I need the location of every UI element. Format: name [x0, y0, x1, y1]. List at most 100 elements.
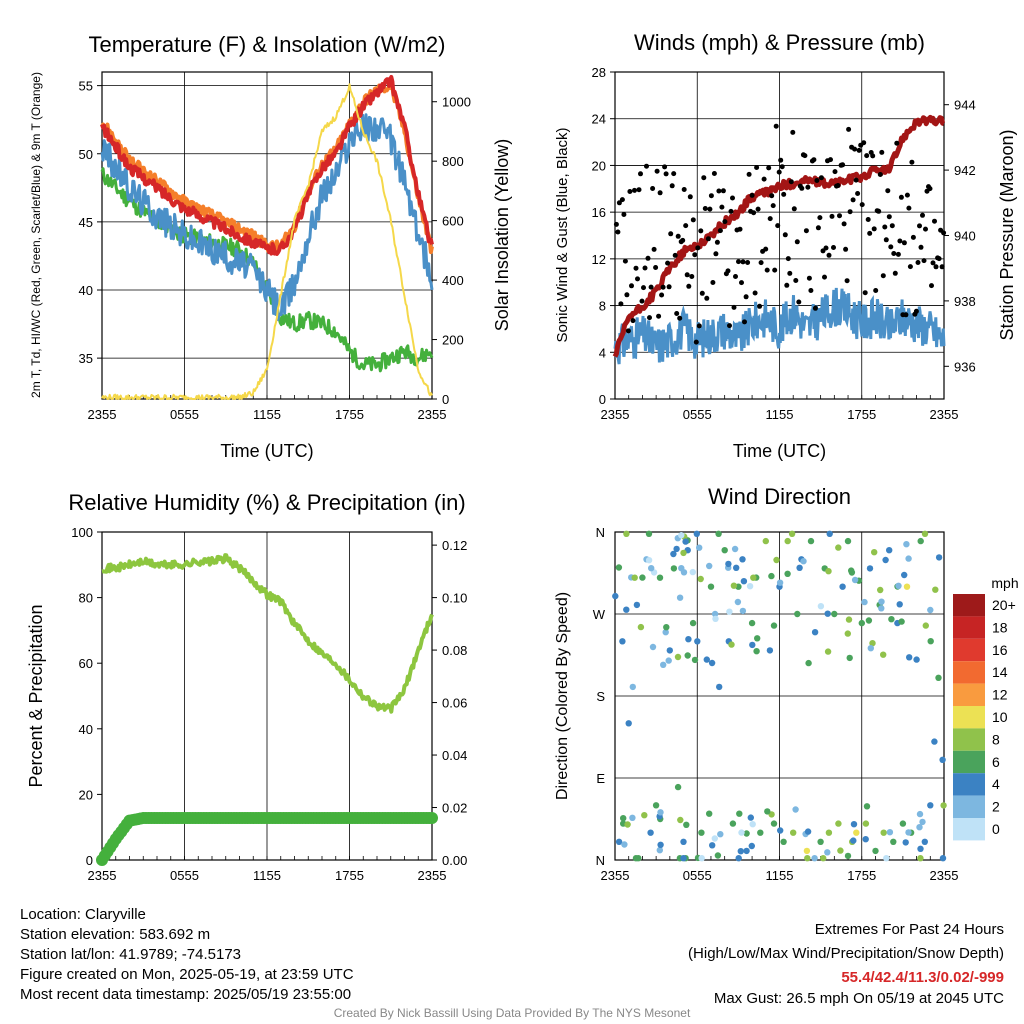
direction-point [913, 656, 920, 663]
direction-point [660, 661, 667, 668]
direction-point [662, 629, 669, 636]
legend-swatch [953, 795, 985, 818]
y2-tick-label: 0.06 [442, 696, 467, 711]
direction-point [746, 583, 754, 590]
gust-point [671, 171, 677, 177]
direction-point [698, 855, 705, 862]
gust-point [787, 270, 793, 276]
legend-label: 8 [992, 731, 1000, 747]
gust-point [638, 171, 643, 177]
direction-point [680, 549, 687, 557]
gust-point [781, 191, 787, 197]
direction-point [835, 544, 842, 551]
direction-point [886, 547, 893, 554]
direction-point [917, 845, 924, 852]
direction-point [623, 530, 630, 537]
gust-point [805, 184, 811, 190]
direction-point [743, 830, 750, 837]
direction-point [825, 829, 833, 836]
y-tick-label: 55 [79, 79, 93, 94]
gust-point [728, 208, 734, 214]
y2-tick-label: 942 [954, 163, 976, 178]
gust-point [615, 229, 621, 235]
direction-point [845, 616, 853, 623]
gust-point [939, 264, 945, 270]
gust-point [832, 169, 838, 175]
direction-point [824, 648, 832, 655]
direction-point [804, 855, 811, 862]
gust-point [707, 206, 713, 212]
y-tick-label: 4 [599, 345, 606, 360]
gust-point [659, 292, 665, 298]
gust-point [758, 260, 764, 266]
gust-point [752, 290, 758, 296]
direction-point [921, 530, 929, 537]
y2-axis-label: Solar Insolation (Yellow) [492, 139, 512, 331]
y-tick-label: 60 [79, 656, 93, 671]
direction-point [888, 616, 895, 623]
x-tick-label: 1155 [253, 868, 281, 883]
gust-point [799, 185, 805, 191]
direction-point [689, 619, 697, 627]
gust-point [651, 246, 657, 252]
direction-point [862, 820, 870, 827]
gust-point [675, 233, 681, 239]
direction-point [871, 549, 878, 556]
gust-point [725, 268, 731, 274]
x-axis-label: Time (UTC) [220, 441, 313, 461]
location-text: Location: Claryville [20, 906, 146, 923]
legend-swatch [953, 728, 985, 751]
direction-point [867, 645, 874, 652]
legend-swatch [953, 683, 985, 706]
gust-point [915, 260, 921, 265]
y-tick-label: 0 [86, 853, 93, 868]
direction-point [858, 619, 865, 627]
gust-point [680, 237, 686, 243]
direction-point [861, 598, 868, 606]
gust-point [641, 285, 646, 291]
direction-point [906, 654, 913, 661]
gust-point [669, 183, 675, 189]
legend-label: 4 [992, 776, 1000, 792]
gust-point [731, 304, 737, 310]
gust-point [695, 245, 701, 251]
gust-point [653, 265, 659, 270]
direction-point [903, 541, 910, 548]
direction-tick-label: W [593, 607, 606, 622]
gust-point [770, 203, 776, 209]
gust-point [696, 323, 702, 329]
gust-point [921, 258, 927, 264]
y2-tick-label: 400 [442, 273, 464, 288]
y-tick-label: 16 [592, 205, 606, 220]
precip-point [426, 812, 438, 824]
gust-point [929, 283, 934, 289]
y-axis-label: Direction (Colored By Speed) [554, 592, 571, 800]
direction-point [766, 647, 774, 654]
direction-point [882, 556, 889, 564]
gust-point [895, 251, 901, 257]
direction-point [629, 683, 636, 691]
direction-point [764, 808, 771, 815]
direction-point [748, 842, 755, 850]
direction-point [784, 537, 791, 545]
gust-point [791, 206, 797, 212]
direction-point [846, 654, 853, 662]
gust-point [930, 260, 936, 266]
direction-point [684, 652, 691, 659]
extremes-title: Extremes For Past 24 Hours [814, 921, 1004, 938]
direction-point [749, 821, 756, 828]
direction-point [886, 829, 894, 836]
gust-point [941, 230, 947, 236]
gust-point [917, 223, 922, 229]
direction-point [848, 569, 856, 576]
x-tick-label: 1155 [766, 407, 794, 422]
gust-point [782, 232, 788, 238]
direction-point [902, 839, 909, 846]
extremes-values: 55.4/42.4/11.3/0.02/-999 [841, 969, 1004, 986]
x-tick-label: 2355 [930, 868, 959, 883]
gust-point [672, 252, 678, 258]
direction-point [649, 643, 657, 651]
gust-point [867, 230, 873, 236]
gust-point [897, 238, 903, 244]
direction-point [866, 565, 874, 572]
